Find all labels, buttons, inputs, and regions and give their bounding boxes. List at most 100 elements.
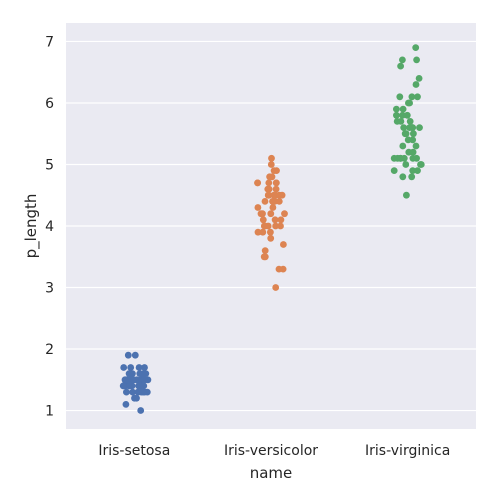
- data-point: [404, 136, 412, 144]
- x-tick-label: Iris-versicolor: [224, 443, 318, 459]
- data-points: [119, 44, 425, 414]
- data-point: [135, 364, 143, 371]
- data-point: [399, 111, 406, 119]
- data-point: [393, 105, 400, 113]
- data-point: [265, 185, 273, 193]
- data-point: [129, 388, 137, 396]
- data-point: [265, 179, 273, 187]
- data-point: [267, 228, 274, 236]
- data-point: [399, 56, 406, 64]
- data-point: [402, 161, 410, 168]
- data-point: [259, 216, 267, 224]
- data-point: [120, 364, 128, 371]
- data-point: [412, 44, 420, 51]
- data-point: [125, 382, 133, 390]
- data-point: [266, 173, 273, 181]
- data-point: [139, 388, 147, 396]
- x-tick-label: Iris-setosa: [98, 443, 170, 459]
- data-point: [141, 364, 148, 371]
- data-point: [402, 130, 410, 138]
- data-point: [417, 161, 424, 168]
- data-point: [254, 228, 262, 236]
- y-tick-label: 5: [45, 157, 54, 173]
- x-axis-label: name: [250, 464, 293, 482]
- data-point: [410, 130, 417, 138]
- data-point: [123, 376, 131, 384]
- data-point: [272, 185, 280, 193]
- data-point: [131, 394, 138, 402]
- data-point: [267, 234, 275, 242]
- data-point: [136, 370, 144, 377]
- data-point: [413, 56, 420, 64]
- data-point: [406, 118, 414, 125]
- x-tick-label: Iris-virginica: [365, 443, 450, 459]
- y-tick-labels: 1 2 3 4 5 6 7: [45, 34, 54, 419]
- y-tick-label: 6: [45, 96, 54, 112]
- data-point: [269, 204, 277, 211]
- data-point: [397, 62, 404, 70]
- data-point: [131, 351, 139, 359]
- data-point: [399, 173, 407, 181]
- data-point: [415, 75, 423, 82]
- data-point: [271, 216, 279, 224]
- data-point: [254, 179, 262, 187]
- data-point: [127, 364, 135, 371]
- data-point: [393, 111, 400, 119]
- data-point: [268, 154, 275, 162]
- data-point: [396, 93, 404, 101]
- data-point: [399, 105, 407, 113]
- data-point: [412, 142, 420, 150]
- data-point: [272, 284, 280, 291]
- data-point: [281, 210, 288, 218]
- data-point: [254, 204, 262, 211]
- data-point: [261, 247, 269, 255]
- data-point: [408, 93, 416, 101]
- data-point: [403, 191, 410, 199]
- data-point: [409, 124, 416, 131]
- y-axis-label: p_length: [22, 194, 41, 259]
- data-point: [267, 210, 275, 218]
- y-tick-label: 7: [45, 34, 54, 50]
- data-point: [414, 167, 421, 175]
- data-point: [275, 265, 283, 273]
- y-tick-label: 3: [45, 281, 54, 297]
- data-point: [414, 93, 421, 101]
- data-point: [261, 253, 269, 261]
- data-point: [275, 198, 283, 205]
- data-point: [133, 376, 141, 384]
- data-point: [140, 382, 148, 390]
- data-point: [409, 167, 417, 175]
- data-point: [277, 222, 284, 230]
- data-point: [270, 167, 278, 175]
- data-point: [259, 210, 266, 218]
- data-point: [137, 407, 145, 414]
- data-point: [261, 198, 269, 205]
- data-point: [265, 191, 273, 199]
- data-point: [273, 179, 280, 187]
- data-point: [141, 376, 148, 384]
- data-point: [277, 216, 285, 224]
- data-point: [122, 401, 130, 408]
- data-point: [390, 167, 398, 175]
- data-point: [405, 99, 412, 107]
- data-point: [272, 222, 279, 230]
- data-point: [399, 142, 407, 150]
- data-point: [403, 111, 411, 119]
- y-tick-label: 2: [45, 342, 54, 358]
- data-point: [267, 161, 275, 168]
- x-tick-labels: Iris-setosa Iris-versicolor Iris-virginica: [98, 443, 450, 459]
- data-point: [125, 370, 133, 377]
- data-point: [278, 191, 286, 199]
- data-point: [408, 173, 416, 181]
- data-point: [261, 222, 269, 230]
- data-point: [393, 118, 401, 125]
- data-point: [124, 351, 132, 359]
- data-point: [119, 382, 127, 390]
- data-point: [413, 154, 420, 162]
- data-point: [280, 241, 287, 248]
- data-point: [270, 191, 278, 199]
- y-tick-label: 4: [45, 219, 54, 235]
- data-point: [416, 124, 423, 131]
